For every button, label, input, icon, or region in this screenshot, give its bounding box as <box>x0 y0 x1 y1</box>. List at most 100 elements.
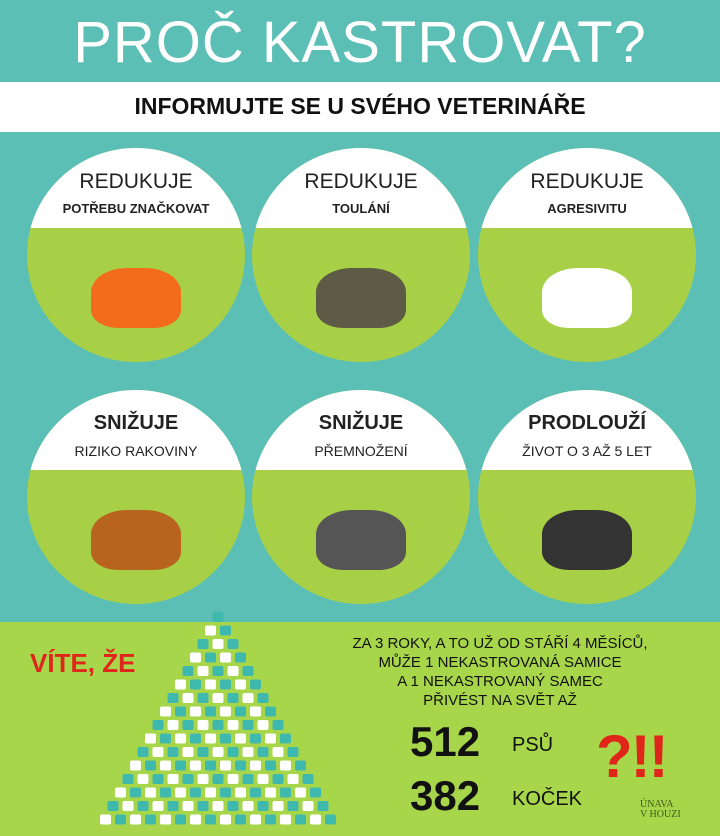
logo: ÚNAVA V HOUZI <box>640 799 681 820</box>
pyramid-animal <box>205 814 216 825</box>
subtitle: INFORMUJTE SE U SVÉHO VETERINÁŘE <box>0 82 720 132</box>
benefit-object: RIZIKO RAKOVINY <box>74 443 198 459</box>
benefit-circle: REDUKUJE AGRESIVITU <box>478 148 696 362</box>
pyramid-animal <box>122 801 134 811</box>
benefit-verb: REDUKUJE <box>304 170 418 193</box>
pyramid-animal <box>242 720 254 730</box>
pyramid-animal <box>265 706 276 717</box>
pyramid-animal <box>265 733 276 744</box>
pyramid-animal <box>287 774 299 784</box>
pyramid-animal <box>145 814 156 825</box>
pyramid-animal <box>220 679 231 690</box>
circle-header <box>252 390 470 470</box>
dogs-count: 512 <box>410 718 481 765</box>
pyramid-animal <box>197 639 209 649</box>
pyramid-animal <box>182 747 194 757</box>
pyramid-animal <box>212 774 224 784</box>
pyramid-animal <box>242 801 254 811</box>
pyramid-animal <box>175 733 186 744</box>
pyramid-animal <box>212 747 224 757</box>
pyramid-animal <box>235 679 246 690</box>
circle-header <box>252 148 470 228</box>
pyramid-animal <box>250 760 261 771</box>
pyramid-animal <box>182 774 194 784</box>
pyramid-animal <box>197 693 209 703</box>
benefit-circle: SNIŽUJE PŘEMNOŽENÍ <box>252 390 470 604</box>
pyramid-animal <box>310 787 321 798</box>
pyramid-animal <box>257 747 269 757</box>
pyramid-animal <box>242 666 254 676</box>
pyramid-animal <box>272 720 284 730</box>
pyramid-animal <box>175 760 186 771</box>
facts-section: VÍTE, ŽE ZA 3 ROKY, A TO UŽ OD STÁŘÍ 4 M… <box>0 612 720 836</box>
pyramid-animal <box>220 652 231 663</box>
snarling-dog-illustration <box>542 268 632 328</box>
pyramid-animal <box>130 760 141 771</box>
cat-with-kittens-illustration <box>316 510 406 570</box>
pyramid-animal <box>220 733 231 744</box>
pyramid-animal <box>250 733 261 744</box>
pyramid-animal <box>212 639 224 649</box>
benefit-circle: REDUKUJE POTŘEBU ZNAČKOVAT <box>27 148 245 362</box>
pyramid-animal <box>212 612 224 622</box>
pyramid-animal <box>175 787 186 798</box>
benefit-object: TOULÁNÍ <box>332 201 390 216</box>
benefit-object: AGRESIVITU <box>547 201 627 216</box>
pyramid-animal <box>235 652 246 663</box>
pyramid-animal <box>167 774 179 784</box>
benefit-object: POTŘEBU ZNAČKOVAT <box>62 201 210 216</box>
cats-label: KOČEK <box>512 788 583 810</box>
pyramid-animal <box>160 814 171 825</box>
pyramid-animal <box>190 787 201 798</box>
page-title: PROČ KASTROVAT? <box>73 10 647 75</box>
pyramid-animal <box>152 801 164 811</box>
pyramid-animal <box>130 814 141 825</box>
circle-header <box>478 148 696 228</box>
pyramid-animal <box>115 814 126 825</box>
pyramid-animal <box>295 787 306 798</box>
pyramid-animal <box>212 720 224 730</box>
pyramid-animal <box>310 814 321 825</box>
pyramid-animal <box>250 787 261 798</box>
pyramid-animal <box>280 814 291 825</box>
pyramid-animal <box>242 693 254 703</box>
benefit-verb: REDUKUJE <box>530 170 644 193</box>
pyramid-animal <box>167 747 179 757</box>
facts-line: ZA 3 ROKY, A TO UŽ OD STÁŘÍ 4 MĚSÍCŮ, <box>352 635 648 652</box>
dogs-label: PSŮ <box>512 734 554 756</box>
benefit-verb: SNIŽUJE <box>93 412 179 434</box>
pyramid-animal <box>272 774 284 784</box>
pyramid-animal <box>235 706 246 717</box>
pyramid-animal <box>152 720 164 730</box>
pyramid-animal <box>167 720 179 730</box>
pyramid-animal <box>287 801 299 811</box>
pyramid-animal <box>205 733 216 744</box>
pyramid-animal <box>227 774 239 784</box>
pyramid-animal <box>190 814 201 825</box>
pyramid-animal <box>220 814 231 825</box>
pyramid-animal <box>100 814 111 825</box>
pyramid-animal <box>182 720 194 730</box>
pyramid-animal <box>160 706 171 717</box>
brown-dog-illustration <box>91 510 181 570</box>
benefit-verb: REDUKUJE <box>79 170 193 193</box>
circle-header <box>478 390 696 470</box>
pyramid-animal <box>257 801 269 811</box>
pyramid-animal <box>205 706 216 717</box>
pyramid-animal <box>160 760 171 771</box>
pyramid-animal <box>152 774 164 784</box>
pyramid-animal <box>190 733 201 744</box>
pyramid-animal <box>287 747 299 757</box>
pyramid-animal <box>220 760 231 771</box>
pyramid-animal <box>257 693 269 703</box>
facts-line: MŮŽE 1 NEKASTROVANÁ SAMICE <box>378 654 622 671</box>
pyramid-animal <box>175 814 186 825</box>
pyramid-animal <box>302 774 314 784</box>
pyramid-animal <box>122 774 134 784</box>
orange-cat-illustration <box>91 268 181 328</box>
facts-line: A 1 NEKASTROVANÝ SAMEC <box>397 673 603 690</box>
pyramid-animal <box>235 733 246 744</box>
pyramid-animal <box>205 760 216 771</box>
pyramid-animal <box>250 679 261 690</box>
pyramid-animal <box>227 747 239 757</box>
